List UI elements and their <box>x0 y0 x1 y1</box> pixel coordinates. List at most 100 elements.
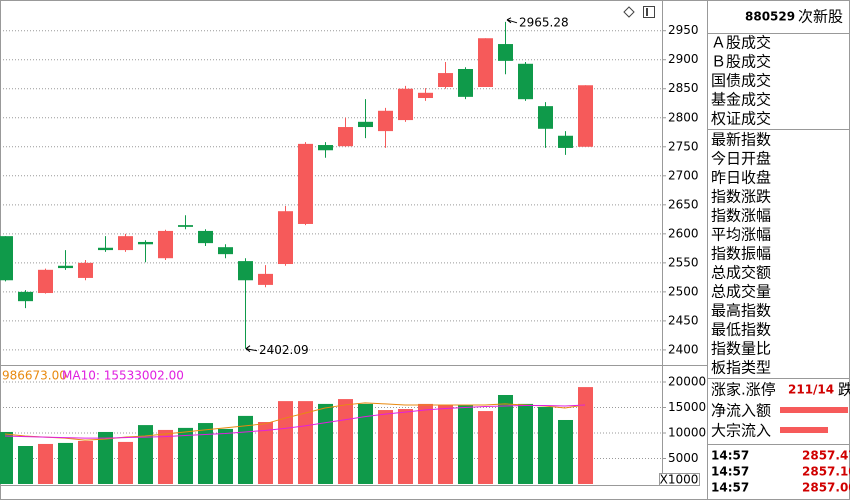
breadth-value: 211/14 <box>788 383 834 397</box>
candle-body <box>398 88 413 121</box>
legend-ma10: MA10: 15533002.00 <box>62 369 184 383</box>
field-label: 今日开盘 <box>711 150 771 168</box>
candle-body <box>98 247 113 251</box>
candle-body <box>578 85 593 147</box>
volume-bar <box>178 427 193 484</box>
y-tick-label: 2450 <box>668 313 699 327</box>
flow-label: 大宗流入 <box>711 422 771 440</box>
candle-body <box>118 236 133 251</box>
candle-body <box>178 225 193 227</box>
volume-bar <box>38 443 53 484</box>
tick-price: 2857.47 <box>802 449 850 463</box>
tick-price: 2857.10 <box>802 465 850 479</box>
candle-body <box>338 127 353 147</box>
ma-line <box>4 404 586 439</box>
flow-bar <box>780 407 848 413</box>
y-tick-label: 2550 <box>668 255 699 269</box>
volume-bar <box>438 404 453 484</box>
volume-bar <box>218 428 233 484</box>
candle-body <box>158 230 173 259</box>
candle-body <box>318 145 333 151</box>
candle-body <box>258 273 273 285</box>
candle-body <box>38 269 53 294</box>
breadth-label: 涨家.涨停 <box>711 381 776 399</box>
candle-body <box>418 92 433 99</box>
y-tick-label: 2850 <box>668 81 699 95</box>
candle-body <box>298 143 313 224</box>
volume-bar <box>458 404 473 484</box>
candle-body <box>438 73 453 87</box>
field-label: 板指类型 <box>711 359 771 377</box>
y-tick-label: 5000 <box>668 451 699 465</box>
candle-body <box>78 262 93 278</box>
window-icon-bar <box>646 8 648 16</box>
y-tick-label: 2800 <box>668 110 699 124</box>
candle-body <box>538 106 553 129</box>
flow-bar <box>780 427 828 433</box>
volume-bar <box>198 423 213 484</box>
volume-bar <box>398 409 413 484</box>
field-label: 昨日收盘 <box>711 169 771 187</box>
candle-body <box>18 291 33 302</box>
candle-body <box>238 261 253 281</box>
flow-label: 净流入额 <box>711 402 771 420</box>
volume-bar <box>158 429 173 484</box>
low-annotation: 2402.09 <box>259 343 309 357</box>
volume-bar <box>258 422 273 484</box>
ma-line <box>4 402 586 441</box>
legend-ma5: 986673.00 <box>2 369 67 383</box>
y-tick-label: 2750 <box>668 139 699 153</box>
volume-bar <box>558 419 573 484</box>
candle-body <box>278 211 293 265</box>
tick-time: 14:57 <box>711 481 749 495</box>
candle-body <box>378 110 393 132</box>
field-label: 指数振幅 <box>711 245 771 263</box>
window-icon[interactable] <box>643 6 655 18</box>
volume-bar <box>378 410 393 484</box>
volume-bar <box>538 406 553 484</box>
candle-body <box>518 63 533 100</box>
volume-bar <box>58 442 73 484</box>
tick-price: 2857.00 <box>802 481 850 495</box>
volume-bar <box>98 431 113 484</box>
field-label: 总成交额 <box>711 264 771 282</box>
field-label: 国债成交 <box>711 72 771 90</box>
y-tick-label: 10000 <box>668 425 706 439</box>
volume-bar <box>138 425 153 484</box>
candle-body <box>358 121 373 128</box>
field-label: 最新指数 <box>711 131 771 149</box>
breadth-next: 跌 <box>838 381 850 399</box>
volume-bar <box>298 401 313 484</box>
volume-bar <box>498 394 513 484</box>
field-label: 最高指数 <box>711 302 771 320</box>
y-tick-label: 2500 <box>668 284 699 298</box>
field-label: 基金成交 <box>711 91 771 109</box>
diamond-icon[interactable] <box>623 6 635 18</box>
candle-body <box>0 236 13 281</box>
y-tick-label: 2950 <box>668 23 699 37</box>
y-tick-label: 2600 <box>668 226 699 240</box>
volume-bar <box>278 401 293 484</box>
candle-body <box>498 44 513 61</box>
index-name: 次新股 <box>798 8 843 26</box>
candle-body <box>198 230 213 244</box>
candle-body <box>58 265 73 269</box>
volume-bar <box>18 446 33 484</box>
index-code: 880529 <box>745 10 795 24</box>
field-label: 总成交量 <box>711 283 771 301</box>
field-label: 平均涨幅 <box>711 226 771 244</box>
volume-bar <box>238 415 253 484</box>
volume-bar <box>318 403 333 484</box>
unit-box <box>659 473 700 486</box>
y-tick-label: 15000 <box>668 400 706 414</box>
field-label: 权证成交 <box>711 110 771 128</box>
field-label: 指数涨幅 <box>711 207 771 225</box>
field-label: 指数涨跌 <box>711 188 771 206</box>
high-annotation: 2965.28 <box>519 15 569 29</box>
volume-bar <box>338 399 353 484</box>
volume-bar <box>518 403 533 484</box>
candle-body <box>558 135 573 148</box>
y-tick-label: 2700 <box>668 168 699 182</box>
field-label: Ｂ股成交 <box>711 53 771 71</box>
candle-body <box>478 38 493 87</box>
